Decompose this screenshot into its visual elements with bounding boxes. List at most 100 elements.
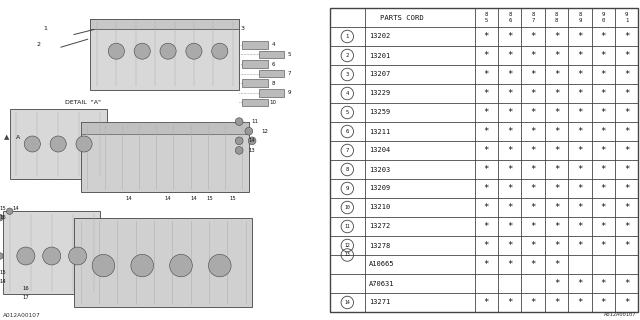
Bar	[243, 60, 268, 68]
Text: *: *	[577, 279, 582, 288]
Text: A012A00107: A012A00107	[604, 312, 637, 317]
Text: 3: 3	[346, 72, 349, 77]
Text: *: *	[484, 260, 489, 269]
Text: 13204: 13204	[369, 148, 390, 154]
Text: *: *	[554, 32, 559, 41]
Text: *: *	[531, 51, 536, 60]
Text: *: *	[507, 260, 513, 269]
Text: *: *	[577, 222, 582, 231]
Text: 8
7: 8 7	[532, 12, 535, 23]
Text: *: *	[624, 241, 629, 250]
Text: 14: 14	[164, 196, 172, 201]
Text: *: *	[554, 108, 559, 117]
Text: 12: 12	[262, 129, 269, 134]
Text: *: *	[601, 298, 606, 307]
Text: 15: 15	[207, 196, 214, 201]
Text: 14: 14	[249, 138, 255, 143]
Circle shape	[76, 136, 92, 152]
Circle shape	[6, 208, 13, 214]
Text: A012A00107: A012A00107	[3, 313, 41, 318]
Text: 8: 8	[346, 167, 349, 172]
Text: *: *	[577, 298, 582, 307]
Text: *: *	[601, 32, 606, 41]
Bar	[259, 51, 284, 58]
Text: *: *	[531, 184, 536, 193]
Text: *: *	[531, 89, 536, 98]
Bar	[81, 122, 249, 134]
Text: 15: 15	[0, 269, 6, 275]
Text: 7: 7	[346, 148, 349, 153]
Text: *: *	[624, 203, 629, 212]
Text: *: *	[507, 298, 513, 307]
Circle shape	[170, 254, 192, 277]
Bar	[259, 70, 284, 77]
Text: 16: 16	[22, 285, 29, 291]
Text: *: *	[601, 146, 606, 155]
Text: 2: 2	[346, 53, 349, 58]
Text: *: *	[484, 51, 489, 60]
Circle shape	[0, 253, 3, 259]
Text: *: *	[624, 108, 629, 117]
Text: 13: 13	[249, 148, 255, 153]
Text: 14: 14	[191, 196, 197, 201]
Text: 10: 10	[344, 205, 350, 210]
Circle shape	[50, 136, 67, 152]
Text: *: *	[624, 165, 629, 174]
Text: *: *	[601, 222, 606, 231]
Text: 8
8: 8 8	[555, 12, 558, 23]
Bar	[243, 79, 268, 87]
Text: *: *	[577, 241, 582, 250]
Text: *: *	[601, 108, 606, 117]
Text: *: *	[554, 146, 559, 155]
Text: 5: 5	[287, 52, 291, 57]
Text: *: *	[624, 127, 629, 136]
Text: 8
6: 8 6	[508, 12, 511, 23]
Circle shape	[0, 214, 3, 221]
Text: *: *	[531, 260, 536, 269]
Bar	[90, 19, 239, 29]
Text: *: *	[507, 89, 513, 98]
Text: A70631: A70631	[369, 281, 394, 286]
Text: *: *	[577, 184, 582, 193]
Text: 9: 9	[287, 90, 291, 95]
Text: *: *	[531, 32, 536, 41]
Text: 6: 6	[271, 61, 275, 67]
Text: *: *	[554, 222, 559, 231]
Text: *: *	[554, 279, 559, 288]
Text: *: *	[507, 241, 513, 250]
Text: *: *	[554, 70, 559, 79]
Text: *: *	[507, 222, 513, 231]
Text: 13209: 13209	[369, 186, 390, 191]
Text: 13271: 13271	[369, 300, 390, 306]
Text: *: *	[624, 298, 629, 307]
Text: *: *	[554, 51, 559, 60]
Text: 10: 10	[269, 100, 276, 105]
Text: 1: 1	[346, 34, 349, 39]
Text: *: *	[484, 146, 489, 155]
Circle shape	[108, 43, 124, 59]
Text: *: *	[624, 184, 629, 193]
Text: *: *	[531, 127, 536, 136]
Circle shape	[236, 118, 243, 125]
Circle shape	[248, 137, 256, 145]
Text: 15: 15	[229, 196, 236, 201]
Text: *: *	[554, 127, 559, 136]
Text: 13: 13	[344, 252, 350, 258]
Text: *: *	[531, 165, 536, 174]
Text: *: *	[484, 298, 489, 307]
Text: *: *	[484, 108, 489, 117]
Text: *: *	[577, 108, 582, 117]
Text: *: *	[484, 184, 489, 193]
Text: *: *	[601, 89, 606, 98]
Text: 13278: 13278	[369, 243, 390, 249]
Text: DETAIL  "A": DETAIL "A"	[65, 100, 100, 105]
Text: 13272: 13272	[369, 223, 390, 229]
Text: 17: 17	[22, 295, 29, 300]
Text: *: *	[484, 32, 489, 41]
Text: A10665: A10665	[369, 261, 394, 268]
Text: *: *	[601, 165, 606, 174]
Text: 13259: 13259	[369, 109, 390, 116]
Circle shape	[245, 127, 253, 135]
Text: *: *	[577, 89, 582, 98]
Text: 14: 14	[13, 205, 20, 211]
